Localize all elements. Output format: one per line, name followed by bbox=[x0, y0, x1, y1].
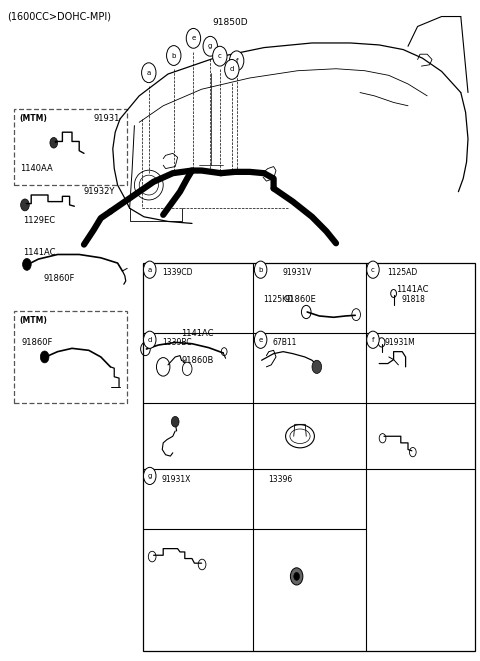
Circle shape bbox=[254, 331, 267, 348]
Text: 1141AC: 1141AC bbox=[181, 329, 214, 338]
Circle shape bbox=[367, 261, 379, 278]
Circle shape bbox=[290, 568, 303, 585]
Circle shape bbox=[21, 199, 29, 211]
Text: 1140AA: 1140AA bbox=[20, 164, 53, 173]
Text: 1125KD: 1125KD bbox=[263, 295, 293, 304]
Text: a: a bbox=[148, 266, 152, 273]
Text: g: g bbox=[208, 43, 213, 50]
Text: f: f bbox=[235, 58, 238, 64]
Text: e: e bbox=[259, 336, 263, 343]
Text: 91860F: 91860F bbox=[22, 338, 53, 348]
Circle shape bbox=[167, 46, 181, 65]
Text: 1141AC: 1141AC bbox=[396, 285, 429, 294]
Circle shape bbox=[141, 342, 150, 356]
Text: g: g bbox=[147, 473, 152, 479]
Circle shape bbox=[144, 261, 156, 278]
Text: b: b bbox=[258, 266, 263, 273]
Text: (MTM): (MTM) bbox=[19, 114, 47, 124]
Text: 1339CD: 1339CD bbox=[162, 268, 192, 278]
Circle shape bbox=[229, 51, 244, 71]
Text: c: c bbox=[371, 266, 375, 273]
Text: 1125AD: 1125AD bbox=[387, 268, 418, 278]
Circle shape bbox=[156, 358, 170, 376]
Bar bbox=[143, 263, 475, 651]
Text: d: d bbox=[229, 66, 234, 73]
Circle shape bbox=[186, 28, 201, 48]
Circle shape bbox=[23, 258, 31, 270]
Text: 91818: 91818 bbox=[402, 295, 426, 304]
Circle shape bbox=[50, 137, 58, 148]
Bar bbox=[14, 109, 127, 185]
Circle shape bbox=[40, 351, 49, 363]
Text: (1600CC>DOHC-MPI): (1600CC>DOHC-MPI) bbox=[7, 11, 111, 21]
Circle shape bbox=[301, 305, 311, 319]
Circle shape bbox=[367, 331, 379, 348]
Circle shape bbox=[225, 59, 239, 79]
Text: 91860F: 91860F bbox=[43, 274, 74, 284]
Circle shape bbox=[254, 261, 267, 278]
Text: 91931M: 91931M bbox=[385, 338, 416, 348]
Circle shape bbox=[352, 309, 360, 321]
Text: d: d bbox=[147, 336, 152, 343]
Text: a: a bbox=[147, 69, 151, 76]
Circle shape bbox=[144, 467, 156, 485]
Circle shape bbox=[182, 362, 192, 375]
Bar bbox=[14, 311, 127, 403]
Circle shape bbox=[213, 46, 227, 66]
Text: 91850D: 91850D bbox=[213, 18, 248, 27]
Text: 1141AC: 1141AC bbox=[23, 248, 56, 257]
Text: 91860E: 91860E bbox=[284, 295, 316, 304]
Text: 91860B: 91860B bbox=[181, 356, 214, 366]
Text: 91931: 91931 bbox=[94, 114, 120, 124]
Text: e: e bbox=[192, 35, 195, 42]
Text: 67B11: 67B11 bbox=[273, 338, 297, 348]
Text: 1339BC: 1339BC bbox=[162, 338, 192, 348]
Text: 91931V: 91931V bbox=[282, 268, 312, 278]
Text: f: f bbox=[372, 336, 374, 343]
Text: 1129EC: 1129EC bbox=[23, 215, 55, 225]
Text: 13396: 13396 bbox=[268, 475, 292, 484]
Circle shape bbox=[312, 360, 322, 373]
Circle shape bbox=[142, 63, 156, 83]
Circle shape bbox=[203, 36, 217, 56]
Text: 91931X: 91931X bbox=[162, 475, 191, 484]
Circle shape bbox=[294, 572, 300, 580]
Circle shape bbox=[171, 416, 179, 427]
Text: b: b bbox=[171, 52, 176, 59]
Text: (MTM): (MTM) bbox=[19, 316, 47, 325]
Circle shape bbox=[144, 331, 156, 348]
Text: 91932Y: 91932Y bbox=[84, 187, 115, 196]
Text: c: c bbox=[218, 53, 222, 59]
